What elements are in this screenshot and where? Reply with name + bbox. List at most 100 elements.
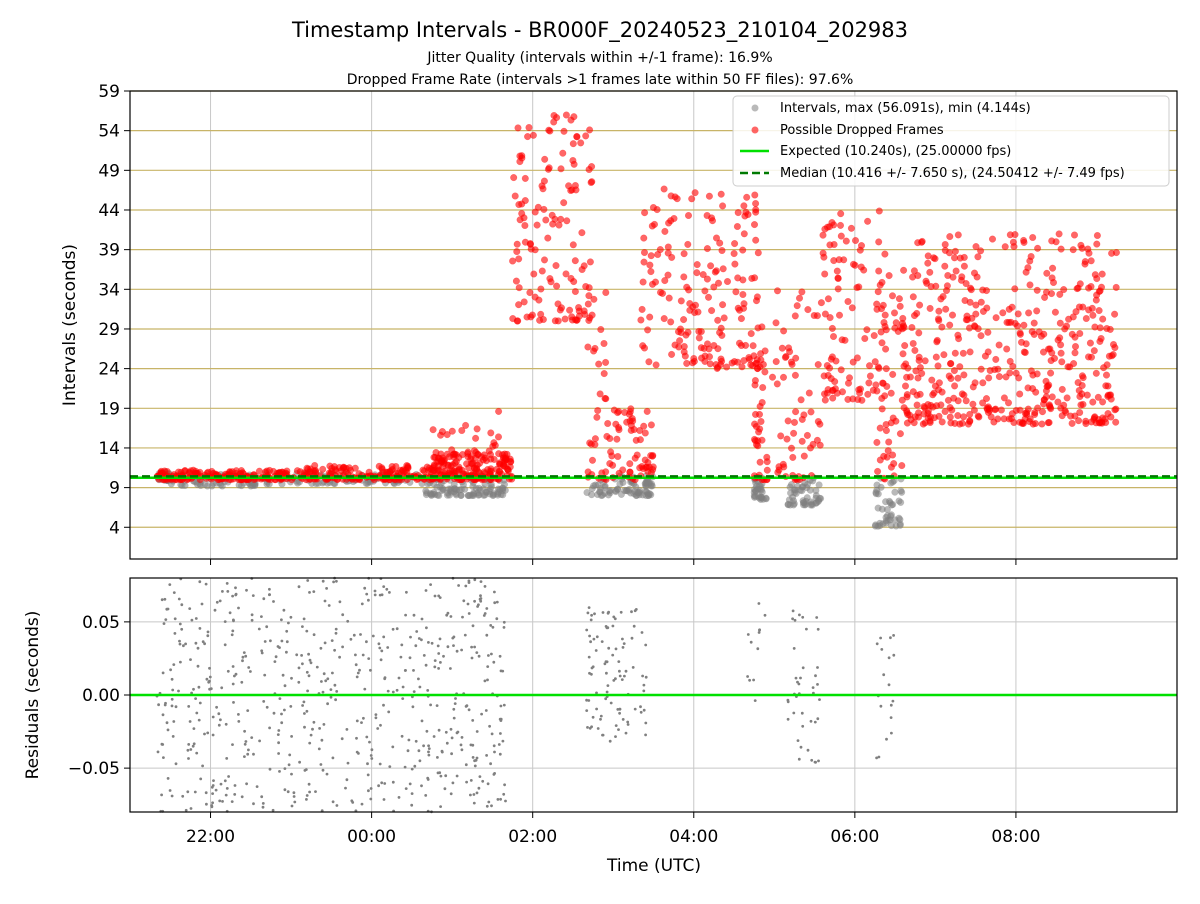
dropped-frame-point [787, 444, 796, 452]
dropped-frame-point [644, 326, 652, 334]
dropped-frame-point [932, 353, 940, 361]
residual-point [417, 637, 421, 640]
residual-point [591, 665, 595, 669]
dropped-frame-point [913, 391, 921, 399]
dropped-frame-point [586, 126, 594, 134]
dropped-frame-point [641, 429, 649, 437]
dropped-frame-point [995, 373, 1003, 381]
dropped-frame-point [757, 417, 765, 426]
residual-point [268, 587, 271, 591]
x-tick-label: 06:00 [830, 827, 879, 847]
dropped-frame-point [660, 315, 668, 323]
residual-point [397, 796, 401, 799]
residual-point [355, 675, 359, 679]
residual-point [240, 680, 244, 684]
dropped-frame-point [972, 243, 980, 251]
dropped-frame-point [731, 260, 739, 268]
dropped-frame-point [1034, 244, 1042, 252]
residual-point [611, 653, 615, 657]
dropped-frame-point [778, 344, 786, 352]
dropped-frame-point [903, 373, 911, 381]
dropped-frame-point [430, 461, 438, 469]
dropped-frame-point [593, 413, 601, 421]
residual-point [323, 641, 327, 645]
interval-point [588, 491, 596, 499]
residual-point [502, 792, 506, 796]
residual-point [285, 640, 289, 644]
dropped-frame-point [918, 369, 926, 377]
residual-point [395, 627, 399, 631]
dropped-frame-point [520, 214, 528, 222]
residual-point [380, 649, 384, 653]
residual-point [619, 610, 623, 614]
dropped-frame-point [768, 373, 777, 381]
dropped-frame-point [761, 368, 769, 376]
dropped-frame-point [462, 421, 470, 429]
dropped-frame-point [937, 295, 945, 303]
residual-point [587, 655, 591, 659]
residual-point [249, 670, 252, 673]
residual-point [587, 699, 591, 702]
residual-point [201, 640, 205, 644]
residual-point [452, 716, 456, 720]
residual-point [415, 630, 419, 633]
residual-point [797, 757, 801, 761]
dropped-frame-point [704, 293, 713, 301]
dropped-frame-point [773, 380, 781, 388]
residual-point [370, 757, 374, 760]
dropped-frame-point [733, 222, 741, 231]
residual-point [585, 709, 589, 712]
dropped-frame-point [999, 309, 1007, 317]
dropped-frame-point [924, 259, 932, 267]
residual-point [346, 619, 350, 623]
residual-point [885, 737, 888, 741]
dropped-frame-point [873, 438, 881, 446]
dropped-frame-point [979, 307, 987, 315]
dropped-frame-point [1070, 360, 1078, 368]
residual-point [333, 648, 336, 652]
dropped-frame-point [1112, 249, 1120, 257]
dropped-frame-point [792, 408, 800, 416]
dropped-frame-point [545, 164, 553, 172]
dropped-frame-point [626, 460, 634, 468]
dropped-frame-point [643, 407, 651, 415]
dropped-frame-point [1054, 398, 1062, 406]
dropped-frame-point [594, 406, 602, 415]
dropped-frame-point [901, 342, 909, 350]
residual-point [356, 671, 360, 675]
residual-point [800, 711, 804, 715]
top-y-tick-label: 59 [98, 82, 120, 102]
residual-point [231, 665, 235, 668]
dropped-frame-point [896, 302, 904, 310]
residual-point [890, 731, 893, 735]
residual-point [184, 642, 188, 646]
dropped-frame-point [698, 354, 706, 362]
interval-point [294, 479, 302, 487]
residual-point [383, 782, 387, 785]
dropped-frame-point [489, 442, 497, 450]
dropped-frame-point [649, 463, 657, 471]
residual-point [590, 725, 593, 729]
residual-point [433, 594, 437, 598]
dropped-frame-point [1094, 393, 1102, 401]
dropped-frame-point [1056, 290, 1064, 298]
residual-point [382, 703, 385, 707]
residual-point [493, 601, 497, 605]
interval-point [636, 487, 644, 495]
residual-point [178, 639, 181, 643]
interval-point [787, 481, 796, 489]
residual-point [796, 680, 799, 684]
residual-point [461, 615, 464, 619]
dropped-frame-point [795, 294, 804, 302]
residual-point [363, 586, 367, 590]
residual-point [412, 669, 415, 672]
residual-point [587, 606, 591, 609]
residual-point [814, 674, 817, 678]
dropped-frame-point [513, 248, 521, 256]
residual-point [502, 626, 506, 629]
residual-point [791, 609, 795, 613]
dropped-frame-point [948, 406, 956, 414]
residual-point [623, 674, 626, 678]
dropped-frame-point [516, 152, 524, 160]
